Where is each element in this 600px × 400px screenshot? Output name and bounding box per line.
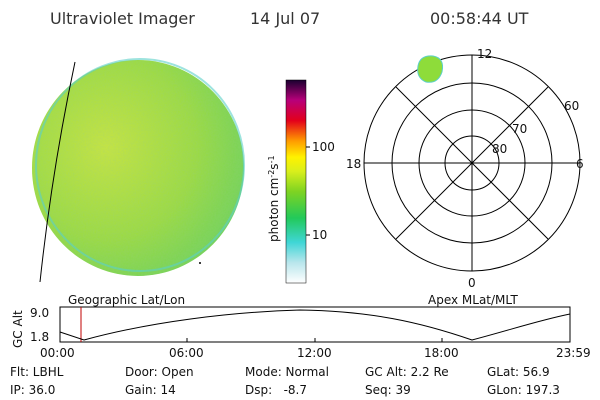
info-field: GC Alt: 2.2 Re xyxy=(365,365,449,379)
mlt-label: 18 xyxy=(346,157,361,171)
mlt-label: 6 xyxy=(576,157,584,171)
mlt-label: 12 xyxy=(477,47,492,61)
colorbar xyxy=(285,79,307,284)
orbit-xtick-label: 06:00 xyxy=(169,346,204,360)
orbit-xtick-label: 23:59 xyxy=(556,346,591,360)
mlat-label: 80 xyxy=(492,142,507,156)
info-field: Flt: LBHL xyxy=(10,365,64,379)
orbit-xtick-label: 00:00 xyxy=(40,346,75,360)
info-field: Dsp: -8.7 xyxy=(245,383,307,397)
orbit-ytick-label: 1.8 xyxy=(30,330,49,344)
info-field: Door: Open xyxy=(125,365,194,379)
info-field: GLat: 56.9 xyxy=(487,365,550,379)
orbit-ytick-label: 9.0 xyxy=(30,306,49,320)
date: 14 Jul 07 xyxy=(250,9,320,28)
orbit-axis-label: GC Alt xyxy=(11,310,25,348)
info-field: IP: 36.0 xyxy=(10,383,55,397)
orbit-right-label: Apex MLat/MLT xyxy=(428,293,518,307)
orbit-frame xyxy=(59,306,571,343)
mlat-label: 60 xyxy=(564,99,579,113)
uv-image xyxy=(32,58,245,283)
orbit-xtick-label: 12:00 xyxy=(297,346,332,360)
polar-grid xyxy=(363,54,581,272)
exponent: -2 xyxy=(267,170,276,178)
mlt-label: 0 xyxy=(468,276,476,290)
orbit-xticks xyxy=(186,338,443,342)
info-panel: Flt: LBHL Door: Open Mode: Normal GC Alt: 2… xyxy=(10,365,560,397)
mlat-label: 70 xyxy=(512,122,527,136)
altitude-curve xyxy=(59,309,571,341)
info-field: Mode: Normal xyxy=(245,365,329,379)
orbit-left-label: Geographic Lat/Lon xyxy=(68,293,185,307)
unit: s xyxy=(267,163,281,169)
orbit-xtick-label: 18:00 xyxy=(424,346,459,360)
colorbar-label: photon cm-2s-1 xyxy=(267,155,281,242)
colorbar-tick-label: 100 xyxy=(312,140,335,154)
info-field: Gain: 14 xyxy=(125,383,176,397)
time: 00:58:44 UT xyxy=(430,9,529,28)
aurora-blob xyxy=(417,55,444,83)
info-field: GLon: 197.3 xyxy=(487,383,560,397)
exponent: -1 xyxy=(267,155,276,163)
colorbar-tick-label: 10 xyxy=(312,228,327,242)
unit: photon cm xyxy=(267,178,281,242)
title: Ultraviolet Imager xyxy=(50,9,195,28)
info-field: Seq: 39 xyxy=(365,383,411,397)
